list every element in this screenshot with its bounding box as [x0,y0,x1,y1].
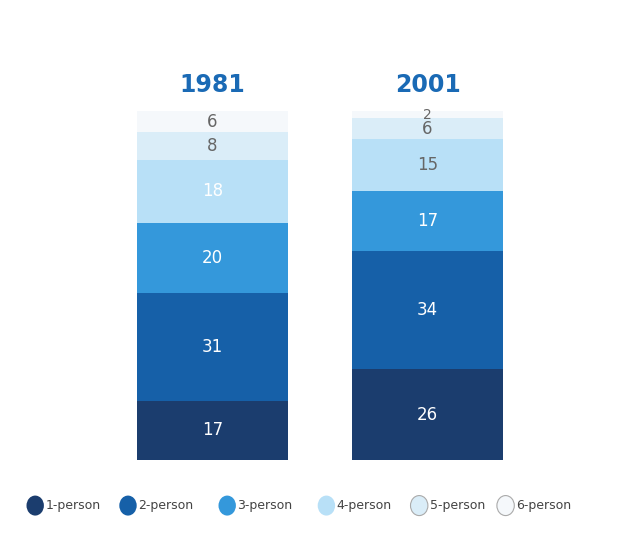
Text: 20: 20 [202,249,223,267]
Text: 17: 17 [417,212,438,230]
Bar [352,192,503,251]
Text: 6-person: 6-person [516,499,571,512]
Text: 6: 6 [207,113,218,131]
Text: 2-person: 2-person [138,499,193,512]
Text: 26: 26 [417,406,438,424]
Text: 4-person: 4-person [337,499,392,512]
Bar [137,293,288,401]
Text: 6: 6 [422,120,433,137]
Text: 2001: 2001 [395,73,460,97]
Bar [352,369,503,460]
Bar [137,223,288,293]
Text: 34: 34 [417,301,438,319]
Text: 8: 8 [207,137,218,155]
Bar [137,160,288,223]
Text: 3-person: 3-person [237,499,292,512]
Text: 31: 31 [202,338,223,356]
Text: 5-person: 5-person [429,499,484,512]
Bar [137,401,288,460]
Text: 2: 2 [423,108,432,121]
Bar [352,251,503,369]
Bar [352,139,503,192]
Bar [137,132,288,160]
Bar [352,111,503,118]
Text: 1981: 1981 [180,73,245,97]
Bar [352,118,503,139]
Text: 18: 18 [202,182,223,201]
Text: 17: 17 [202,422,223,439]
Bar [137,111,288,132]
Text: 15: 15 [417,156,438,174]
Text: 1-person: 1-person [45,499,100,512]
